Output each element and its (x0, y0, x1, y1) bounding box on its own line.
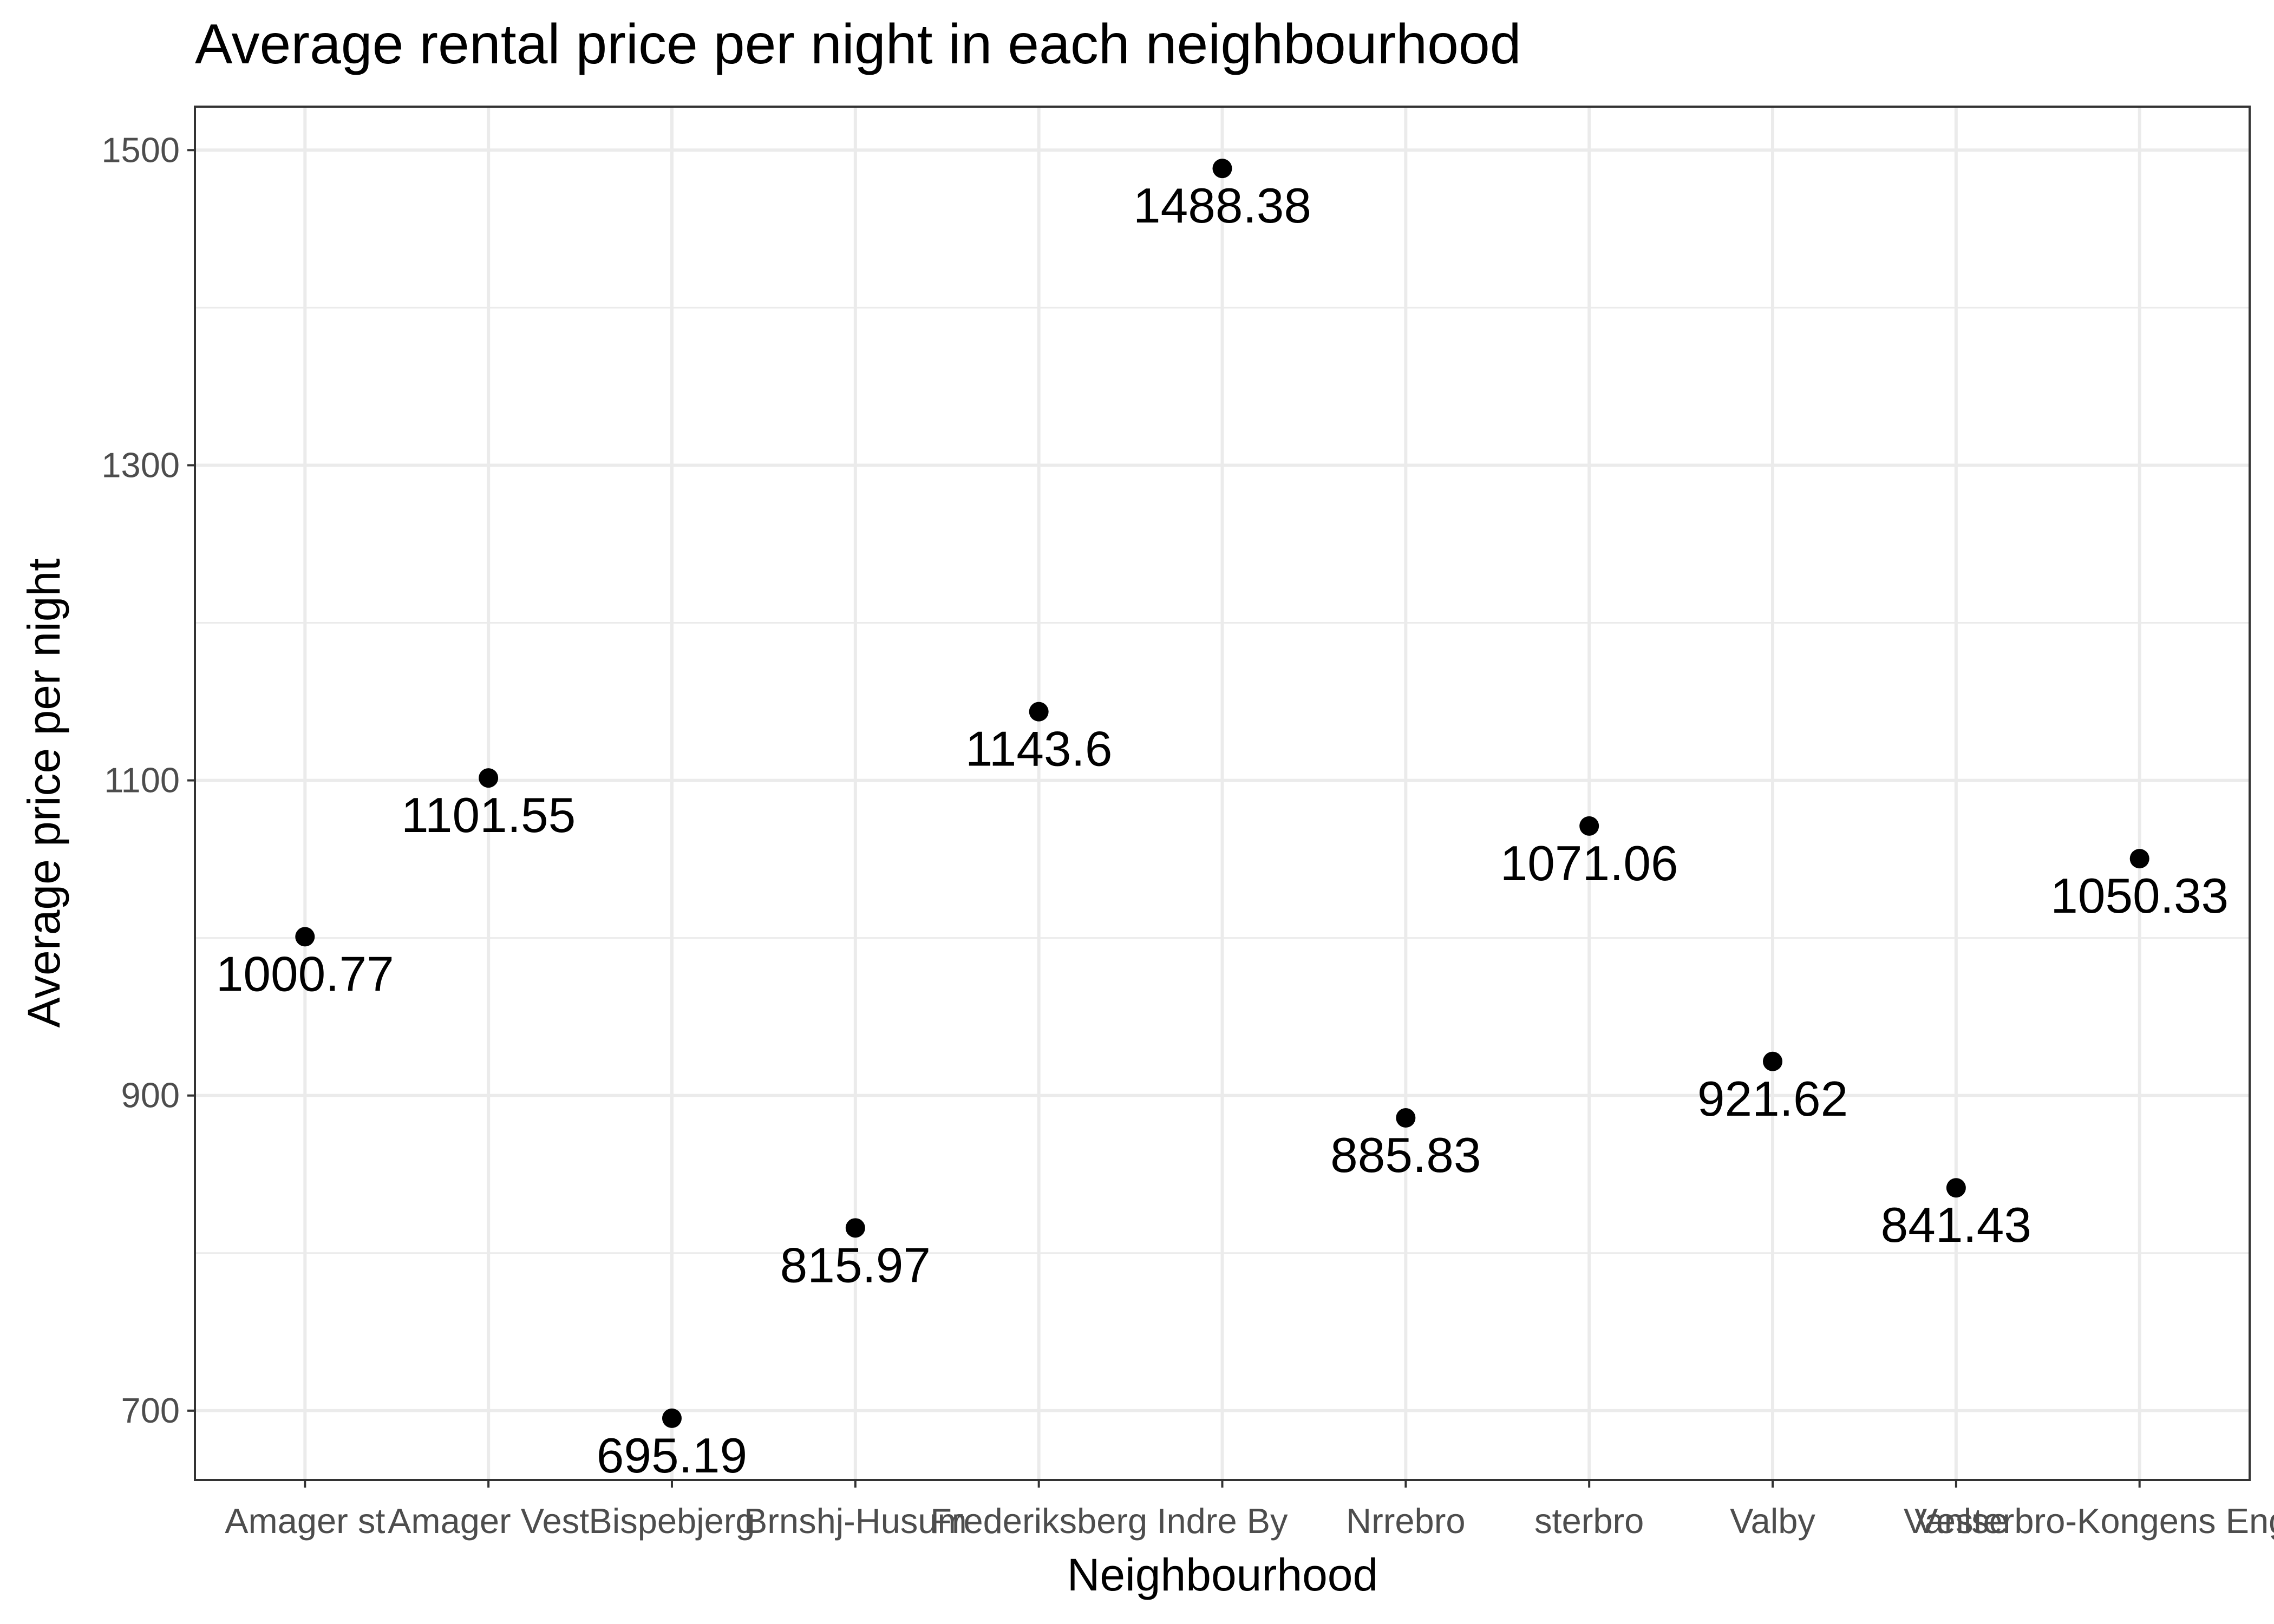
data-label: 1071.06 (1500, 836, 1678, 891)
data-label: 815.97 (780, 1238, 931, 1293)
data-label: 885.83 (1330, 1128, 1481, 1183)
x-tick-label: Brnshj-Husum (744, 1501, 967, 1541)
axis-ticks: 700 900 1100 1300 1500 Amager st Amager Vest Bi… (101, 130, 2274, 1541)
x-tick-label: Indre By (1156, 1501, 1288, 1541)
data-label: 1050.33 (2050, 869, 2229, 924)
x-tick-label: Valby (1730, 1501, 1815, 1541)
y-tick-label: 1300 (101, 445, 180, 484)
x-axis-title: Neighbourhood (1067, 1549, 1378, 1600)
y-tick-label: 700 (121, 1391, 180, 1430)
y-tick-label: 900 (121, 1076, 180, 1115)
y-axis-title: Average price per night (18, 559, 69, 1028)
data-label: 1488.38 (1133, 179, 1311, 233)
data-label: 1000.77 (216, 947, 394, 1001)
y-tick-label: 1100 (104, 761, 180, 800)
data-point (1396, 1108, 1416, 1128)
data-points (295, 159, 2149, 1428)
data-point (2129, 849, 2149, 869)
grid (195, 107, 2250, 1480)
data-point (1946, 1178, 1966, 1198)
data-point (845, 1218, 865, 1238)
data-point (1579, 816, 1599, 836)
data-point (1029, 702, 1049, 722)
data-label: 1101.55 (401, 788, 576, 843)
x-tick-label: Amager Vest (388, 1501, 589, 1541)
x-tick-label: Nrrebro (1346, 1501, 1465, 1541)
data-point (1212, 159, 1232, 179)
chart-title: Average rental price per night in each n… (195, 13, 1521, 76)
data-label: 695.19 (597, 1429, 747, 1483)
x-tick-label: sterbro (1534, 1501, 1644, 1541)
x-tick-label: Frederiksberg (930, 1501, 1147, 1541)
data-labels: 1000.77 1101.55 695.19 815.97 1143.6 1488.38 8… (216, 179, 2229, 1483)
x-tick-label: Amager st (225, 1501, 385, 1541)
y-tick-label: 1500 (101, 130, 180, 169)
x-tick-label: Vanlse (1904, 1501, 2009, 1541)
data-label: 1143.6 (965, 722, 1113, 777)
data-label: 841.43 (1881, 1198, 2031, 1253)
data-point (479, 768, 499, 788)
data-label: 921.62 (1697, 1072, 1848, 1127)
x-tick-label: Vesterbro-Kongens Enghave (1914, 1501, 2274, 1541)
data-point (295, 927, 315, 947)
data-point (662, 1408, 682, 1428)
data-point (1763, 1051, 1783, 1071)
x-tick-label: Bispebjerg (589, 1501, 755, 1541)
